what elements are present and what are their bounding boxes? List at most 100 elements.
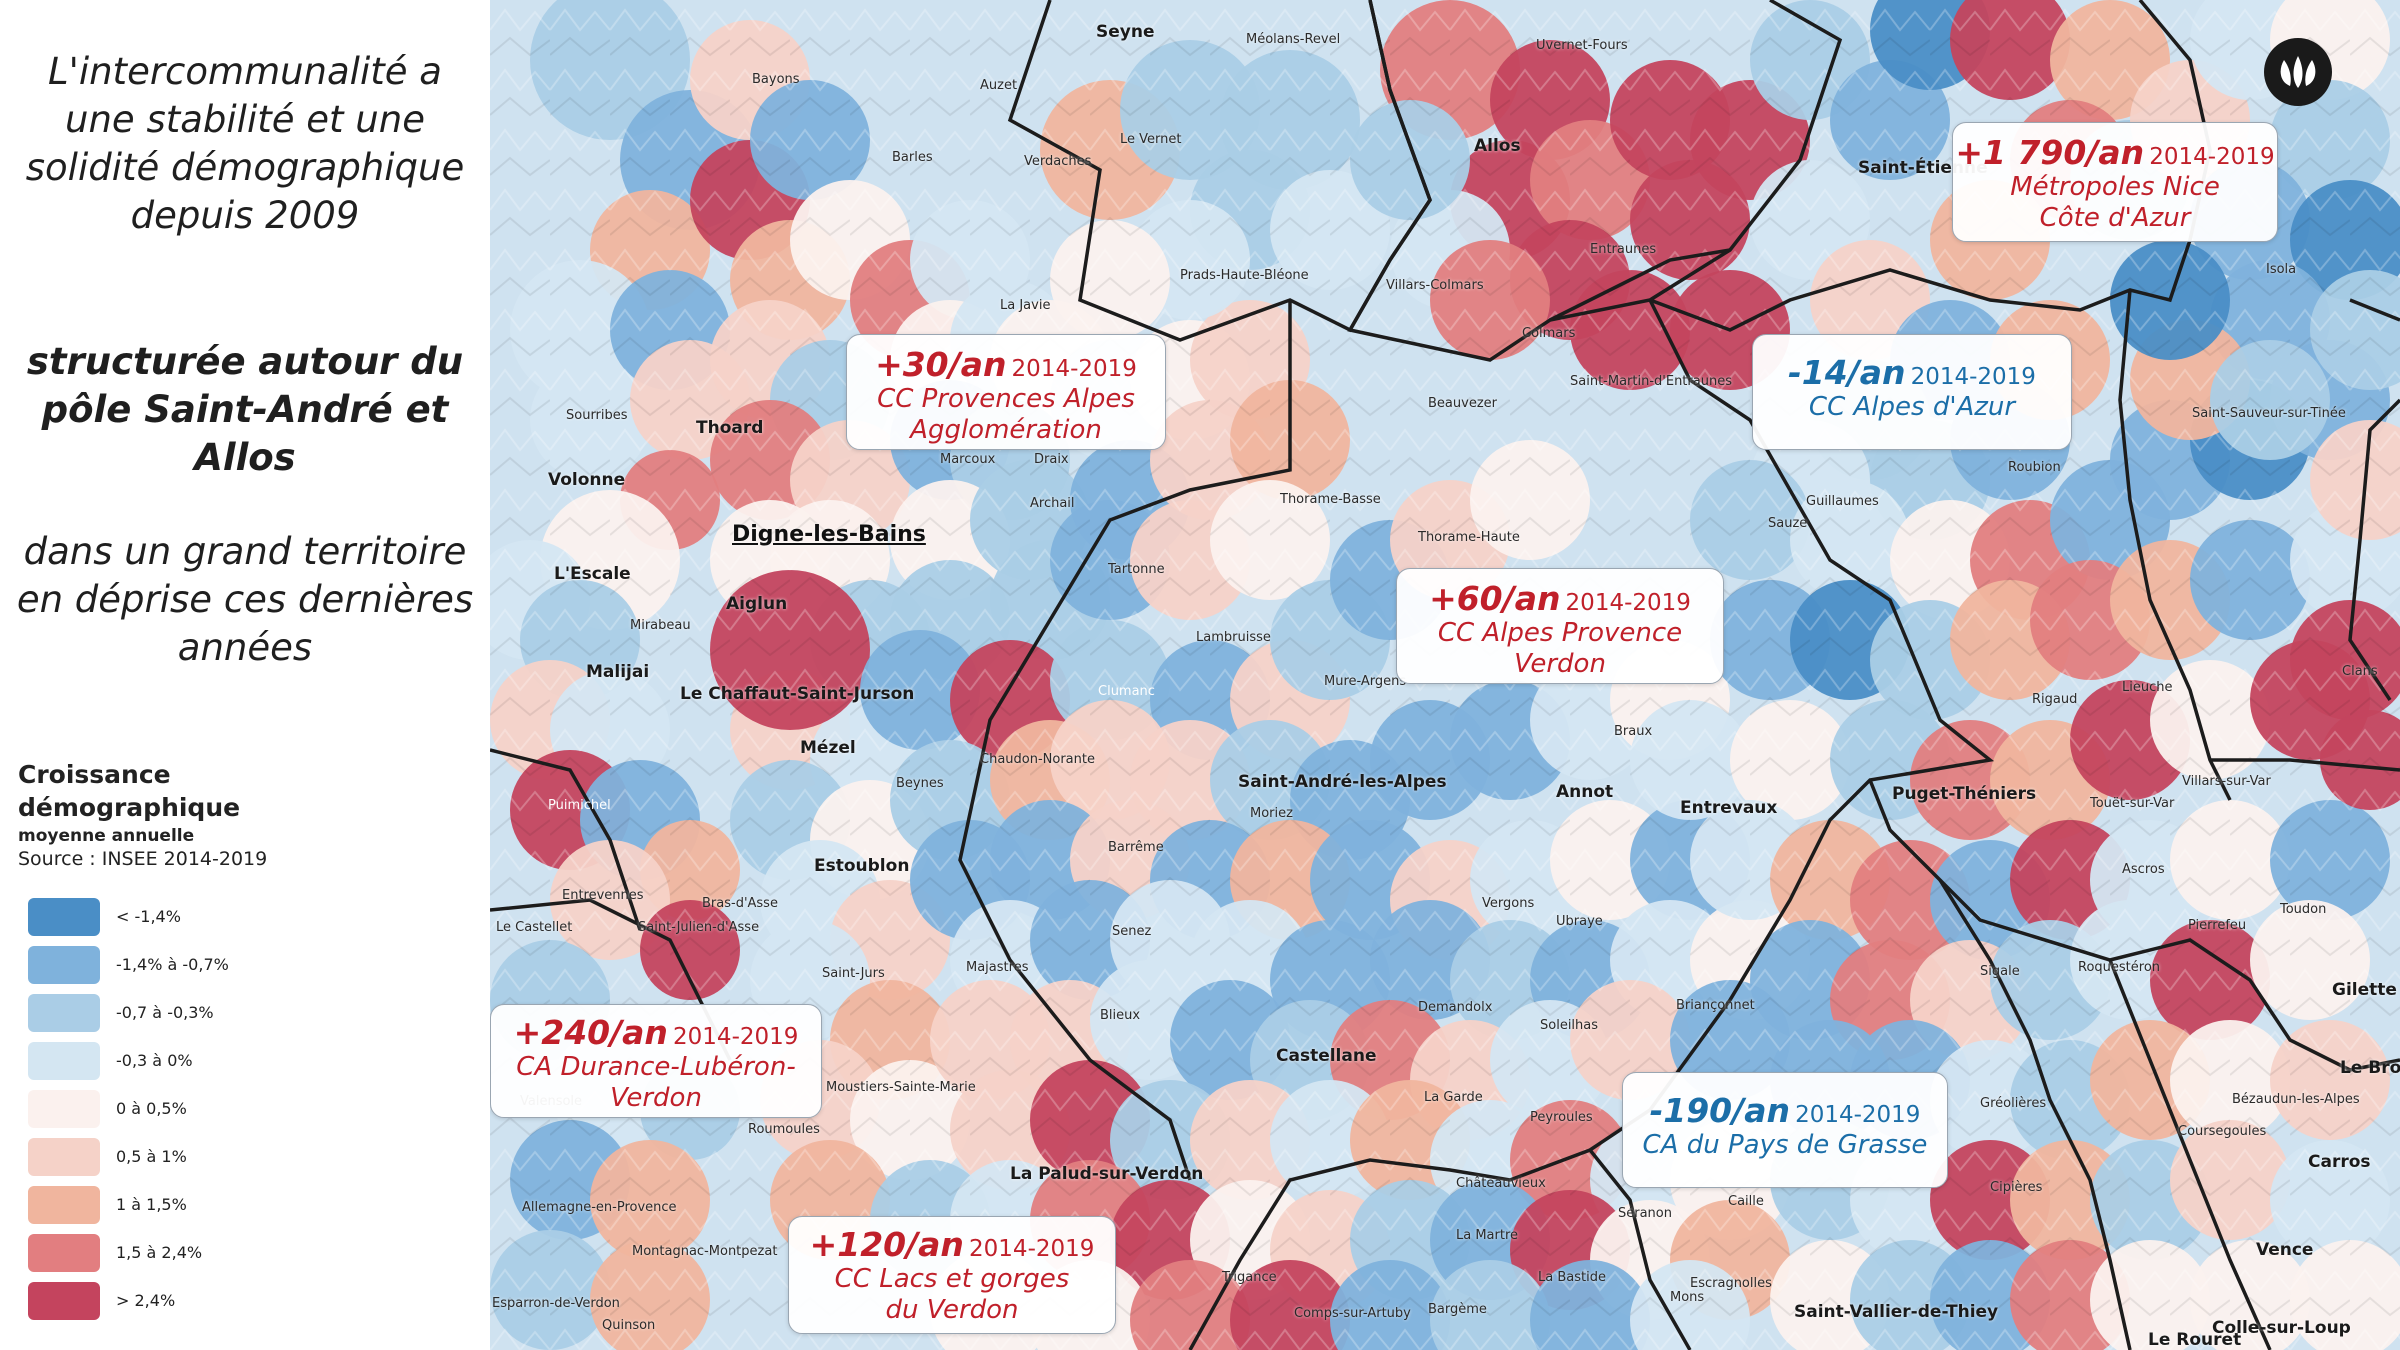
callout-years: 2014-2019	[1910, 364, 2036, 390]
callout-years: 2014-2019	[1011, 356, 1137, 382]
place-label-saint-jurs: Saint-Jurs	[822, 966, 885, 981]
callout-value: +30/an	[875, 345, 1007, 384]
place-label-clumanc: Clumanc	[1098, 684, 1155, 699]
callout-metropole-nice: +1 790/an 2014-2019 Métropoles Nice Côte…	[1952, 122, 2278, 242]
callout-value: +1 790/an	[1955, 133, 2145, 172]
callout-cc-alpes-provence-verdon: +60/an 2014-2019 CC Alpes Provence Verdo…	[1396, 568, 1724, 684]
place-label-entrevaux: Entrevaux	[1680, 798, 1778, 818]
place-label-rigaud: Rigaud	[2032, 692, 2078, 707]
place-label-la-palud: La Palud-sur-Verdon	[1010, 1164, 1204, 1184]
callout-years: 2014-2019	[969, 1236, 1095, 1262]
callout-value: +240/an	[513, 1013, 668, 1052]
place-label-mezel: Mézel	[800, 738, 856, 758]
place-label-isola: Isola	[2266, 262, 2297, 277]
callout-value: -190/an	[1649, 1091, 1790, 1130]
left-panel: L'intercommunalité a une stabilité et un…	[0, 0, 490, 1350]
legend-label: -0,3 à 0%	[116, 1051, 193, 1070]
place-label-bargeme: Bargème	[1428, 1302, 1487, 1317]
legend-source: Source : INSEE 2014-2019	[18, 848, 268, 870]
callout-cc-lacs-gorges: +120/an 2014-2019 CC Lacs et gorges du V…	[788, 1216, 1116, 1334]
legend-label: -0,7 à -0,3%	[116, 1003, 214, 1022]
place-label-roumoules: Roumoules	[748, 1122, 820, 1137]
place-label-la-martre: La Martre	[1456, 1228, 1519, 1243]
intro-statement: L'intercommunalité a une stabilité et un…	[25, 50, 465, 237]
callout-value: -14/an	[1788, 353, 1906, 392]
legend-item: 1 à 1,5%	[28, 1186, 328, 1224]
place-label-villars-var: Villars-sur-Var	[2182, 774, 2271, 789]
legend-label: 1 à 1,5%	[116, 1195, 187, 1214]
place-label-prads: Prads-Haute-Bléone	[1180, 268, 1309, 283]
intro-structure: structurée autour du pôle Saint-André et…	[26, 340, 464, 479]
place-label-puimichel: Puimichel	[548, 798, 611, 813]
place-label-auzet: Auzet	[980, 78, 1018, 93]
place-label-bras-asse: Bras-d'Asse	[702, 896, 778, 911]
place-label-saint-vallier: Saint-Vallier-de-Thiey	[1794, 1302, 1999, 1322]
place-label-lieuche: Lieuche	[2122, 680, 2173, 695]
callout-name: CC Alpes Provence Verdon	[1437, 618, 1683, 679]
place-label-le-castellet: Le Castellet	[496, 920, 573, 935]
place-label-seyne: Seyne	[1096, 22, 1155, 42]
legend-item: < -1,4%	[28, 898, 328, 936]
callout-ca-pays-grasse: -190/an 2014-2019 CA du Pays de Grasse	[1622, 1072, 1948, 1188]
place-label-cipieres: Cipières	[1990, 1180, 2043, 1195]
callout-cc-alpes-azur: -14/an 2014-2019 CC Alpes d'Azur	[1752, 334, 2072, 450]
place-label-villars-colmars: Villars-Colmars	[1386, 278, 1484, 293]
legend-item: -0,7 à -0,3%	[28, 994, 328, 1032]
place-label-barles: Barles	[892, 150, 933, 165]
place-label-sauze: Sauze	[1768, 516, 1808, 531]
legend-label: 0,5 à 1%	[116, 1147, 187, 1166]
place-label-chateauvieux: Châteauvieux	[1456, 1176, 1546, 1191]
place-label-le-rouret: Le Rouret	[2148, 1330, 2242, 1350]
legend-swatch	[28, 1234, 100, 1272]
legend-swatch	[28, 994, 100, 1032]
map[interactable]: Digne-les-Bains Seyne Allos Colmars Thorame-…	[490, 0, 2400, 1350]
place-label-lescale: L'Escale	[554, 564, 631, 584]
place-label-pierrefeu: Pierrefeu	[2188, 918, 2247, 933]
place-label-demandolx: Demandolx	[1418, 1000, 1493, 1015]
place-label-peyroules: Peyroules	[1530, 1110, 1593, 1125]
place-label-blieux: Blieux	[1100, 1008, 1141, 1023]
place-label-la-bastide: La Bastide	[1538, 1270, 1606, 1285]
place-label-clans: Clans	[2342, 664, 2378, 679]
legend-swatch	[28, 1282, 100, 1320]
callout-name: CC Provences Alpes Agglomération	[877, 384, 1135, 445]
place-label-colmars: Colmars	[1522, 326, 1576, 341]
place-label-greolieres: Gréolières	[1980, 1096, 2047, 1111]
place-label-thoard: Thoard	[696, 418, 764, 438]
legend-item: 0,5 à 1%	[28, 1138, 328, 1176]
place-label-trigance: Trigance	[1222, 1270, 1277, 1285]
callout-value: +120/an	[809, 1225, 964, 1264]
place-label-malijai: Malijai	[586, 662, 650, 682]
callout-years: 2014-2019	[1795, 1102, 1921, 1128]
legend-swatch	[28, 1042, 100, 1080]
callout-value: +60/an	[1429, 579, 1561, 618]
legend-label: 0 à 0,5%	[116, 1099, 187, 1118]
place-label-vergons: Vergons	[1482, 896, 1535, 911]
place-label-castellane: Castellane	[1276, 1046, 1377, 1066]
place-label-draix: Draix	[1034, 452, 1069, 467]
place-label-touet: Touët-sur-Var	[2090, 796, 2175, 811]
place-label-volonne: Volonne	[548, 470, 626, 490]
place-label-saint-andre: Saint-André-les-Alpes	[1238, 772, 1447, 792]
place-label-colle: Colle-sur-Loup	[2212, 1318, 2351, 1338]
place-label-la-garde: La Garde	[1424, 1090, 1483, 1105]
place-label-senez: Senez	[1112, 924, 1152, 939]
place-label-saint-martin: Saint-Martin-d'Entraunes	[1570, 374, 1732, 389]
place-label-gilette: Gilette	[2332, 980, 2397, 1000]
legend-label: > 2,4%	[116, 1291, 176, 1310]
place-label-le-vernet: Le Vernet	[1120, 132, 1182, 147]
place-label-entrevennes: Entrevennes	[562, 888, 644, 903]
callout-name: CA Durance-Lubéron-Verdon	[516, 1052, 796, 1113]
place-label-aiglun: Aiglun	[726, 594, 788, 614]
legend-item: -1,4% à -0,7%	[28, 946, 328, 984]
place-label-soleilhas: Soleilhas	[1540, 1018, 1599, 1033]
place-label-moriez: Moriez	[1250, 806, 1293, 821]
place-label-comps: Comps-sur-Artuby	[1294, 1306, 1411, 1321]
legend-swatch	[28, 1090, 100, 1128]
callout-years: 2014-2019	[673, 1024, 799, 1050]
callout-name: CC Lacs et gorges du Verdon	[834, 1264, 1070, 1325]
place-label-briancconnet: Briançonnet	[1676, 998, 1755, 1013]
legend-swatch	[28, 1138, 100, 1176]
place-label-caille: Caille	[1728, 1194, 1764, 1209]
place-label-roubion: Roubion	[2008, 460, 2061, 475]
